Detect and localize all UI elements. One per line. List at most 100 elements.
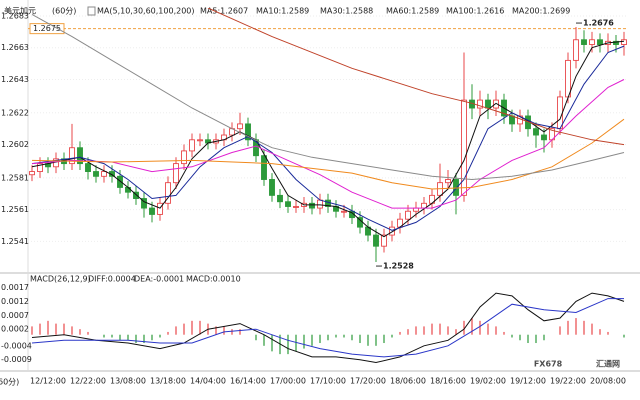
y-tick-label: 0.0012 xyxy=(1,297,29,306)
legend-entry: MA30:1.2588 xyxy=(320,7,373,16)
chart-subtitle: (60分) xyxy=(52,7,76,16)
candle-body xyxy=(149,207,155,215)
legend-entry: MA200:1.2699 xyxy=(512,7,570,16)
candle-body xyxy=(101,171,107,177)
candle-body xyxy=(389,226,395,236)
ma-line xyxy=(31,79,625,209)
y-tick-label: 0.0007 xyxy=(1,311,29,320)
watermark-brand: FX678 xyxy=(534,360,563,369)
x-tick-label: 13/08:00 xyxy=(110,377,146,386)
x-tick-label: 18/06:00 xyxy=(390,377,426,386)
candle-body xyxy=(141,198,147,209)
candle-body xyxy=(445,179,451,184)
candle-body xyxy=(165,182,171,204)
y-tick-label: 1.2643 xyxy=(1,75,29,84)
candle-body xyxy=(461,99,467,196)
candle-body xyxy=(29,171,35,176)
y-tick-label: 0.0002 xyxy=(1,325,29,334)
candle-body xyxy=(173,163,179,184)
ma-line xyxy=(31,298,624,358)
x-tick-label: 20/08:00 xyxy=(590,377,626,386)
candle-body xyxy=(245,123,251,141)
candle-body xyxy=(573,39,579,61)
candle-body xyxy=(125,186,131,193)
candle-body xyxy=(373,234,379,247)
annotation: 1.2528 xyxy=(383,262,414,271)
candle-body xyxy=(613,40,619,45)
candle-body xyxy=(269,179,275,196)
last-price-box xyxy=(29,23,65,35)
candle-body xyxy=(117,175,123,188)
ma-line xyxy=(31,292,625,364)
ma-line xyxy=(31,45,625,231)
y-tick-label: 1.2561 xyxy=(1,205,29,214)
y-tick-label: 0.0017 xyxy=(1,283,29,292)
candle-body xyxy=(541,134,547,141)
indicator-icon xyxy=(87,6,96,16)
legend-entry: MA60:1.2589 xyxy=(386,7,439,16)
candle-body xyxy=(37,163,43,173)
y-tick-label: 1.2581 xyxy=(1,173,29,182)
candle-body xyxy=(485,99,491,109)
x-tick-label: 18/16:00 xyxy=(430,377,466,386)
candle-body xyxy=(157,202,163,215)
candle-body xyxy=(237,123,243,130)
period-label: 60分) xyxy=(0,378,19,387)
candle-body xyxy=(69,147,75,165)
y-tick-label: 1.2541 xyxy=(1,237,29,246)
candle-body xyxy=(285,201,291,207)
watermark-name: 汇通网 xyxy=(596,359,620,369)
x-tick-label: 19/02:00 xyxy=(470,377,506,386)
candle-body xyxy=(509,115,515,125)
candle-body xyxy=(317,199,323,209)
candle-body xyxy=(277,194,283,203)
ma-line xyxy=(207,8,625,146)
candle-body xyxy=(77,147,83,165)
candle-body xyxy=(197,139,203,142)
candle-body xyxy=(85,163,91,173)
candle-body xyxy=(589,39,595,45)
legend-entry: DIFF:0.0004 xyxy=(88,275,136,284)
y-tick-label: 1.2663 xyxy=(1,43,29,52)
y-tick-label: 1.2602 xyxy=(1,140,29,149)
x-tick-label: 12/12:00 xyxy=(30,377,66,386)
candle-body xyxy=(189,139,195,152)
last-price-label: 1.2675 xyxy=(33,24,61,33)
x-tick-label: 19/22:00 xyxy=(550,377,586,386)
candle-body xyxy=(381,234,387,247)
x-tick-label: 14/04:00 xyxy=(190,377,226,386)
candle-body xyxy=(477,99,483,109)
x-tick-label: 17/00:00 xyxy=(270,377,306,386)
candle-body xyxy=(93,171,99,177)
candle-body xyxy=(341,210,347,213)
y-tick-label: -0.0004 xyxy=(1,341,32,350)
legend-entry: MA10:1.2589 xyxy=(256,7,309,16)
candle-body xyxy=(453,179,459,196)
indicator-label: MA(5,10,30,60,100,200) xyxy=(97,7,195,16)
macd-title: MACD(26,12,9) xyxy=(30,275,91,284)
candle-body xyxy=(261,155,267,180)
ma-line xyxy=(31,118,625,190)
annotation: 1.2676 xyxy=(583,19,614,28)
chart-title: 美元加元 xyxy=(4,6,36,16)
x-tick-label: 16/14:00 xyxy=(230,377,266,386)
x-tick-label: 12/22:00 xyxy=(70,377,106,386)
candle-body xyxy=(565,59,571,98)
candle-body xyxy=(405,210,411,220)
legend-entry: MACD:0.0010 xyxy=(186,275,241,284)
plot-layer: 1.2683 1.2663 1.2643 1.2622 1.2602 1.2581 1.25… xyxy=(1,6,628,386)
candle-body xyxy=(597,39,603,45)
x-tick-label: 17/20:00 xyxy=(350,377,386,386)
candle-body xyxy=(493,99,499,109)
legend-entry: DEA:-0.0001 xyxy=(134,275,184,284)
ma-line xyxy=(31,13,625,181)
x-tick-label: 19/12:00 xyxy=(510,377,546,386)
y-tick-label: 1.2622 xyxy=(1,108,29,117)
y-tick-label: 1.2683 xyxy=(1,11,29,20)
candle-body xyxy=(621,39,627,45)
candle-body xyxy=(293,206,299,208)
x-tick-label: 17/10:00 xyxy=(310,377,346,386)
legend-entry: MA5:1.2607 xyxy=(200,7,248,16)
x-tick-label: 13/18:00 xyxy=(150,377,186,386)
